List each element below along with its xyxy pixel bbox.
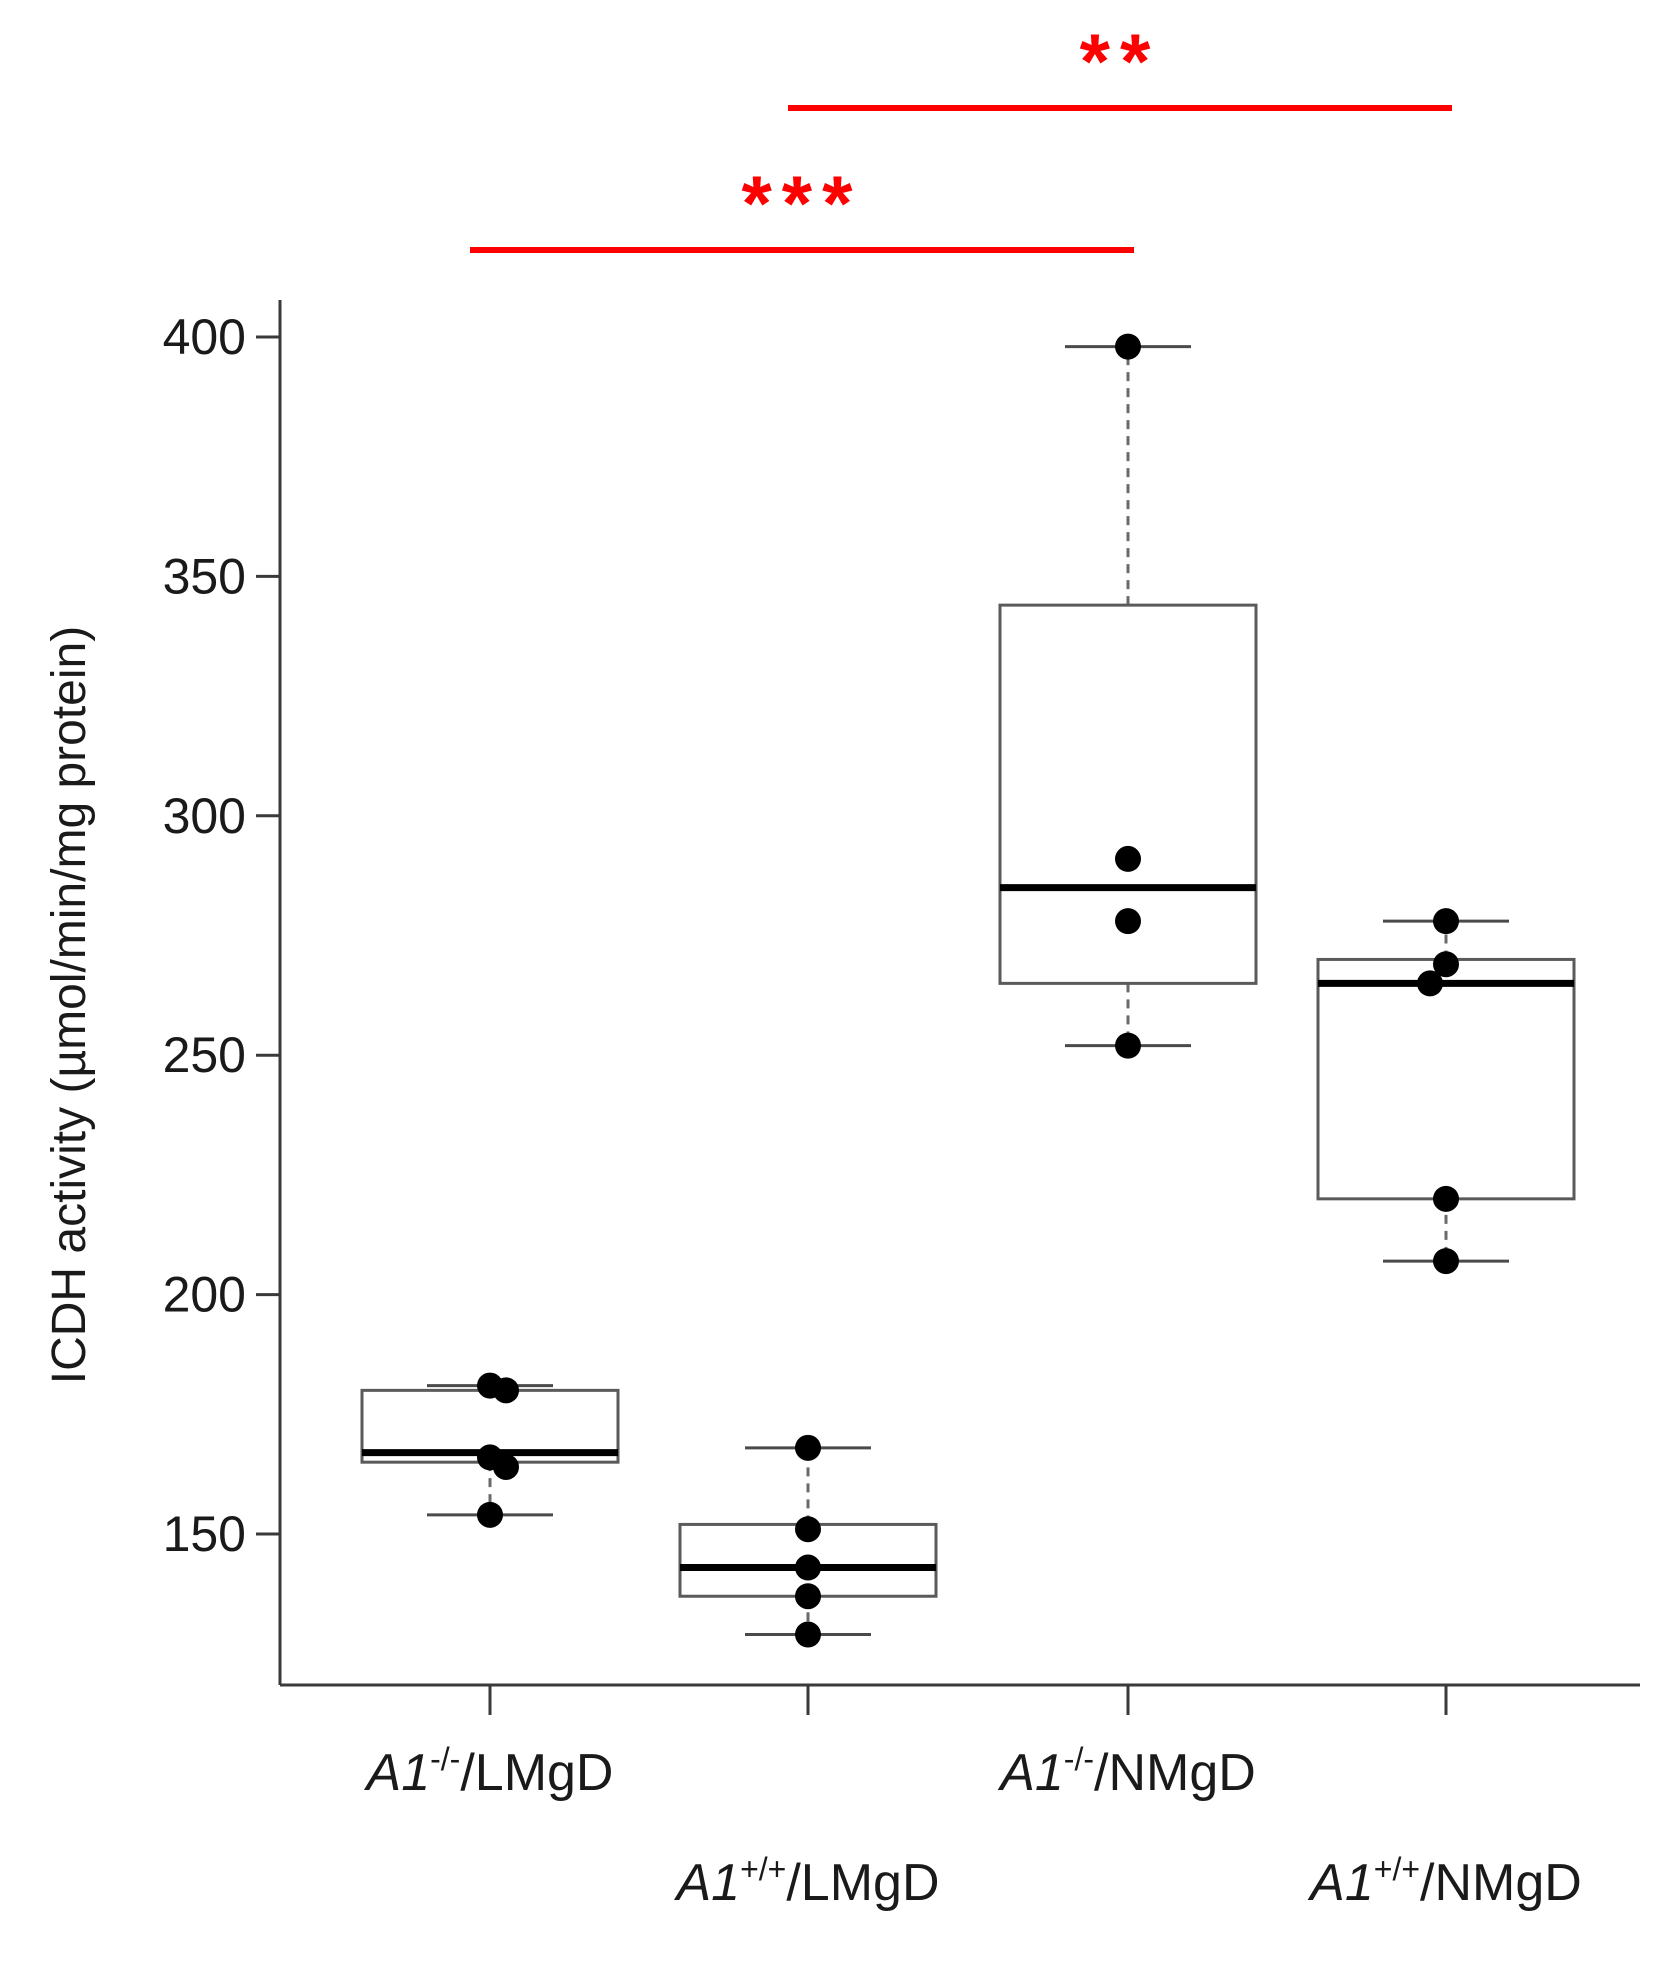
data-point [1433, 1248, 1459, 1275]
category-condition: /NMgD [1094, 1744, 1256, 1802]
category-label: A1+/+/NMgD [1307, 1851, 1582, 1912]
data-point [1115, 333, 1141, 360]
significance-layer: ***** [470, 17, 1452, 253]
data-point [795, 1516, 821, 1543]
category-gene: A1 [364, 1744, 431, 1802]
category-genotype-sup: +/+ [740, 1851, 786, 1887]
box-group [998, 345, 1258, 1048]
data-point [1433, 1185, 1459, 1212]
category-gene: A1 [1307, 1854, 1374, 1912]
boxes-layer [360, 345, 1576, 1637]
y-tick-label: 350 [163, 548, 246, 604]
category-genotype-sup: -/- [1064, 1741, 1094, 1777]
category-gene: A1 [997, 1744, 1064, 1802]
category-label: A1-/-/LMgD [364, 1741, 614, 1802]
category-condition: /NMgD [1420, 1854, 1582, 1912]
data-point [1433, 951, 1459, 978]
y-axis-title: ICDH activity (µmol/min/mg protein) [43, 626, 96, 1384]
data-point [795, 1434, 821, 1461]
points-layer [477, 333, 1459, 1648]
data-point [1417, 970, 1443, 997]
data-point [795, 1583, 821, 1610]
data-point [1115, 845, 1141, 872]
axes: 150 200 250 300 350 400 ICDH activity (µmol/mi… [43, 300, 1640, 1715]
data-point [477, 1501, 503, 1528]
category-label: A1+/+/LMgD [673, 1851, 939, 1912]
category-genotype-sup: -/- [430, 1741, 460, 1777]
y-tick-label: 400 [163, 309, 246, 365]
box-iqr [1316, 957, 1576, 1201]
data-point [493, 1377, 519, 1404]
significance-stars: *** [741, 159, 862, 247]
category-genotype-sup: +/+ [1374, 1851, 1420, 1887]
category-gene: A1 [673, 1854, 740, 1912]
data-point [1433, 908, 1459, 935]
category-condition: /LMgD [786, 1854, 939, 1912]
y-tick-label: 200 [163, 1267, 246, 1323]
y-tick-label: 300 [163, 788, 246, 844]
box-group [1316, 919, 1576, 1263]
y-tick-label: 150 [163, 1506, 246, 1562]
data-point [493, 1453, 519, 1480]
data-point [795, 1621, 821, 1648]
significance-stars: ** [1080, 17, 1161, 105]
y-tick-label: 250 [163, 1027, 246, 1083]
category-label: A1-/-/NMgD [997, 1741, 1256, 1802]
data-point [1115, 908, 1141, 935]
data-point [795, 1554, 821, 1581]
category-condition: /LMgD [460, 1744, 613, 1802]
data-point [1115, 1032, 1141, 1059]
